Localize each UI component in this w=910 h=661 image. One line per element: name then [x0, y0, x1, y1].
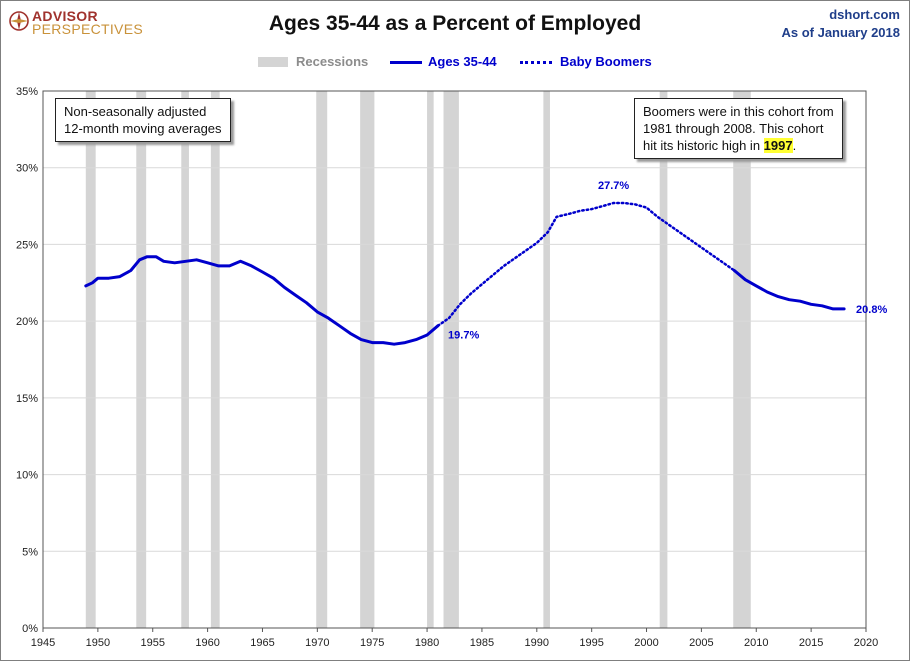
plot-border — [42, 90, 867, 629]
advisor-perspectives-logo: ADVISOR PERSPECTIVES — [8, 8, 148, 42]
data-labels: 19.7% 27.7% 20.8% — [448, 180, 887, 342]
recession-band-9 — [659, 91, 668, 628]
x-tick-label: 1970 — [305, 637, 329, 649]
x-tick-label: 1955 — [140, 637, 164, 649]
legend-swatch-recessions — [258, 57, 288, 67]
x-tick-label: 1975 — [360, 637, 384, 649]
annotation-left: Non-seasonally adjusted 12-month moving … — [55, 98, 231, 142]
y-tick-label: 30% — [16, 163, 38, 175]
recession-band-1 — [136, 91, 147, 628]
source-block: dshort.com As of January 2018 — [781, 6, 900, 42]
source-date: As of January 2018 — [781, 25, 900, 40]
recession-band-4 — [316, 91, 328, 628]
recession-band-10 — [733, 91, 751, 628]
legend-label-boomers: Baby Boomers — [560, 54, 652, 69]
x-tick-label: 1945 — [31, 637, 55, 649]
logo-text-advisor: ADVISOR — [32, 8, 98, 24]
recession-bands — [85, 91, 751, 628]
annotation-right: Boomers were in this cohort from 1981 th… — [634, 98, 843, 159]
recession-band-6 — [427, 91, 434, 628]
x-tick-label: 1965 — [250, 637, 274, 649]
y-tick-label: 5% — [22, 546, 38, 558]
y-tick-label: 15% — [16, 393, 38, 405]
recession-band-3 — [210, 91, 220, 628]
legend-label-recessions: Recessions — [296, 54, 369, 69]
annotation-left-line2: 12-month moving averages — [64, 121, 222, 136]
y-tick-label: 0% — [22, 623, 38, 635]
legend-label-ages: Ages 35-44 — [428, 54, 497, 69]
chart-legend: Recessions Ages 35-44 Baby Boomers — [0, 54, 910, 70]
recession-band-0 — [85, 91, 96, 628]
annotation-right-line3: hit its historic high in 1997. — [643, 137, 834, 154]
series-line-ages-35-44-2 — [732, 269, 846, 311]
recession-band-7 — [443, 91, 459, 628]
y-tick-label: 20% — [16, 316, 38, 328]
series-line-ages-35-44-0 — [84, 255, 440, 346]
chart-title: Ages 35-44 as a Percent of Employed — [268, 12, 642, 35]
legend-swatch-ages — [390, 61, 422, 64]
annotation-right-line3-pre: hit its historic high in — [643, 138, 764, 153]
x-tick-label: 2005 — [689, 637, 713, 649]
x-tick-label: 1990 — [525, 637, 549, 649]
recession-band-2 — [181, 91, 189, 628]
annotation-highlight-year: 1997 — [763, 138, 793, 153]
x-axis-ticks: 1945 1950 1955 1960 1965 1970 1975 1980 1985 1990… — [31, 628, 878, 649]
x-tick-label: 2015 — [799, 637, 823, 649]
y-tick-label: 10% — [16, 470, 38, 482]
x-tick-label: 2000 — [634, 637, 658, 649]
source-site: dshort.com — [829, 7, 900, 22]
compass-logo-icon — [9, 11, 29, 31]
y-tick-label: 35% — [16, 86, 38, 98]
x-tick-label: 1980 — [415, 637, 439, 649]
x-tick-label: 1985 — [470, 637, 494, 649]
series-lines — [84, 201, 846, 346]
x-tick-label: 2020 — [854, 637, 878, 649]
x-tick-label: 1950 — [86, 637, 110, 649]
series-line-baby-boomers-1 — [436, 201, 736, 327]
data-label-0: 19.7% — [448, 330, 479, 342]
annotation-right-line2: 1981 through 2008. This cohort — [643, 121, 824, 136]
annotation-right-line1: Boomers were in this cohort from — [643, 104, 834, 119]
legend-swatch-boomers — [520, 61, 552, 64]
logo-text-perspectives: PERSPECTIVES — [32, 21, 143, 37]
x-tick-label: 1995 — [579, 637, 603, 649]
annotation-left-line1: Non-seasonally adjusted — [64, 104, 207, 119]
annotation-right-line3-post: . — [792, 138, 797, 153]
x-tick-label: 2010 — [744, 637, 768, 649]
gridlines — [43, 167, 866, 552]
data-label-2: 20.8% — [856, 304, 887, 316]
recession-band-5 — [360, 91, 375, 628]
data-label-1: 27.7% — [598, 180, 629, 192]
x-tick-label: 1960 — [195, 637, 219, 649]
y-tick-label: 25% — [16, 239, 38, 251]
y-axis-ticks: 0% 5% 10% 15% 20% 25% 30% 35% — [16, 86, 38, 635]
recession-band-8 — [543, 91, 550, 628]
